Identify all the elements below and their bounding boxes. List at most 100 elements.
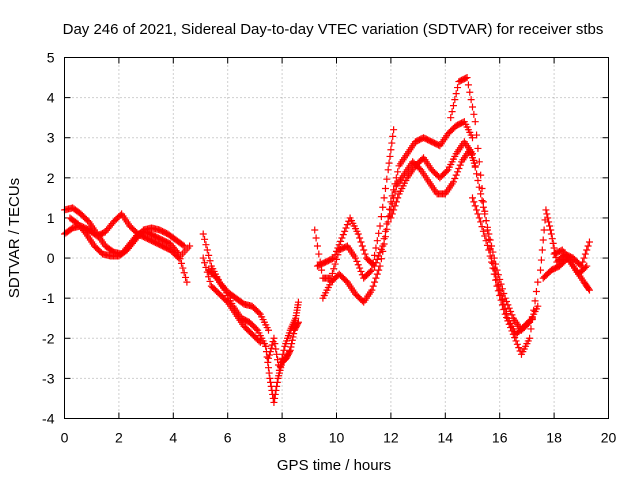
y-tick-label: -1 — [42, 290, 55, 306]
data-point — [509, 330, 517, 338]
series-track-3 — [66, 214, 188, 260]
series-track-11 — [319, 146, 479, 306]
data-point — [372, 259, 380, 267]
x-tick-label: 2 — [115, 430, 123, 446]
data-point — [265, 354, 272, 362]
data-point — [357, 267, 365, 275]
data-point — [449, 102, 457, 110]
data-point — [479, 227, 487, 235]
data-point — [387, 214, 395, 222]
data-point — [504, 317, 512, 325]
x-tick-label: 18 — [546, 430, 562, 446]
data-point — [494, 287, 502, 295]
data-point — [449, 178, 457, 186]
data-point — [496, 291, 504, 299]
data-point — [452, 171, 460, 179]
data-point — [331, 251, 339, 259]
series-track-7 — [262, 318, 302, 406]
data-point — [286, 348, 294, 356]
data-point — [270, 334, 278, 342]
y-tick-label: 2 — [47, 170, 55, 186]
y-tick-label: 0 — [47, 250, 55, 266]
data-point — [368, 266, 376, 274]
data-point — [199, 230, 207, 238]
data-point — [339, 231, 347, 239]
data-point — [290, 330, 298, 338]
data-point — [507, 324, 515, 332]
data-point — [328, 269, 336, 277]
data-point — [203, 246, 211, 254]
data-point — [262, 342, 270, 350]
data-point — [337, 237, 345, 245]
data-point — [380, 240, 388, 248]
data-point — [201, 259, 209, 267]
data-point — [478, 223, 486, 231]
data-point — [469, 103, 476, 111]
data-point — [478, 197, 486, 205]
data-point — [539, 236, 547, 244]
series-track-6 — [205, 266, 270, 350]
data-point — [331, 260, 339, 268]
data-point — [585, 238, 593, 246]
data-point — [478, 185, 486, 193]
data-point — [508, 327, 516, 335]
data-point — [361, 250, 369, 258]
data-point — [481, 207, 489, 215]
data-point — [384, 218, 392, 226]
plot-frame — [64, 57, 609, 419]
y-tick-label: -2 — [42, 330, 55, 346]
data-point — [371, 278, 379, 286]
data-point — [473, 170, 481, 178]
data-point — [388, 139, 396, 147]
series-track-17 — [550, 246, 591, 278]
data-point — [279, 350, 287, 358]
x-tick-label: 8 — [278, 430, 286, 446]
data-point — [333, 247, 340, 255]
data-point — [342, 224, 350, 232]
data-point — [544, 214, 552, 222]
data-point — [265, 369, 273, 377]
data-point — [546, 222, 554, 230]
data-point — [475, 214, 483, 222]
data-point — [394, 194, 402, 202]
data-point — [381, 233, 389, 241]
data-point — [392, 198, 400, 206]
data-point — [183, 278, 191, 286]
data-point — [550, 244, 558, 252]
data-point — [294, 298, 302, 306]
data-point — [287, 343, 295, 351]
data-point — [386, 152, 394, 160]
data-point — [530, 306, 538, 314]
data-point — [272, 345, 280, 353]
data-point — [376, 222, 384, 230]
data-point — [508, 311, 516, 319]
data-point — [471, 163, 479, 171]
data-point — [470, 110, 478, 118]
data-point — [288, 336, 296, 344]
data-point — [581, 263, 589, 271]
data-point — [463, 74, 471, 82]
data-point — [275, 366, 283, 374]
data-point — [379, 203, 387, 211]
data-point — [513, 340, 521, 348]
data-point — [454, 84, 462, 92]
data-point — [469, 150, 476, 158]
y-tick-label: -4 — [42, 411, 55, 427]
data-point — [205, 251, 213, 259]
chart-title: Day 246 of 2021, Sidereal Day-to-day VTE… — [63, 21, 604, 38]
data-point — [505, 320, 513, 328]
data-point — [546, 226, 554, 234]
data-point — [270, 398, 278, 406]
data-point — [548, 235, 556, 243]
data-point — [180, 269, 188, 277]
data-point — [387, 146, 395, 154]
data-point — [81, 228, 89, 236]
data-point — [273, 378, 281, 386]
data-point — [448, 108, 456, 116]
data-point — [372, 244, 380, 252]
x-tick-label: 10 — [329, 430, 345, 446]
data-point — [543, 210, 551, 218]
data-point — [353, 257, 361, 265]
y-tick-label: 4 — [47, 90, 55, 106]
